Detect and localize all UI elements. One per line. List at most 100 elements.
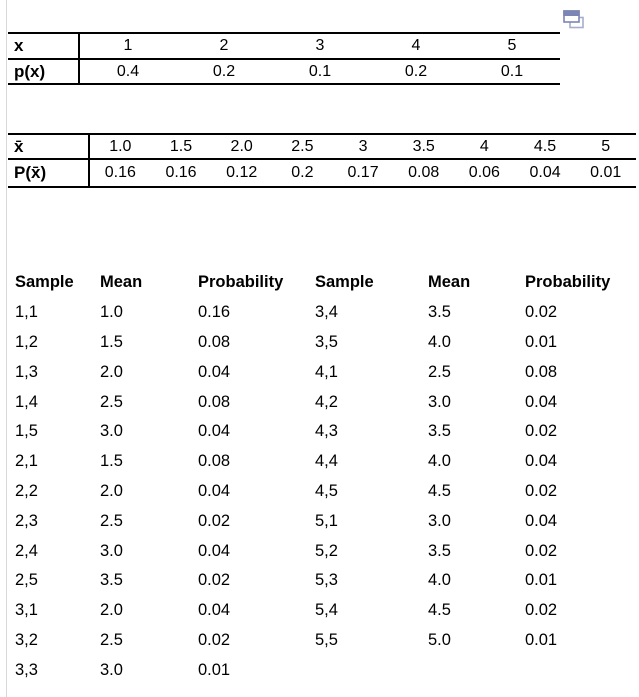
sample-cell-right: 4,3 bbox=[315, 422, 338, 441]
probability-cell-left: 0.04 bbox=[198, 541, 231, 560]
sample-table-header-cell: Mean bbox=[100, 273, 143, 292]
px-values: 0.4 0.2 0.1 0.2 0.1 bbox=[80, 60, 560, 83]
probability-cell-right: 0.04 bbox=[525, 511, 558, 530]
sample-cell-left: 2,2 bbox=[15, 481, 38, 500]
probability-cell-left: 0.04 bbox=[198, 362, 231, 381]
x-row: x 1 2 3 4 5 bbox=[8, 34, 560, 60]
pxbar-values: 0.16 0.16 0.12 0.2 0.17 0.08 0.06 0.04 0.01 bbox=[90, 160, 636, 186]
probability-cell-left: 0.16 bbox=[198, 303, 231, 322]
probability-cell-left: 0.01 bbox=[198, 660, 231, 679]
px-value-cell: 0.1 bbox=[500, 62, 524, 80]
sample-table-header-cell: Sample bbox=[315, 273, 374, 292]
probability-cell-left: 0.02 bbox=[198, 511, 231, 530]
sample-cell-left: 1,1 bbox=[15, 303, 38, 322]
xbar-value-cell: 3 bbox=[358, 137, 368, 155]
xbar-row: x̄ 1.0 1.5 2.0 2.5 3 3.5 4 4.5 5 bbox=[8, 135, 636, 160]
sample-cell-left: 3,3 bbox=[15, 660, 38, 679]
probability-cell-left: 0.02 bbox=[198, 630, 231, 649]
copy-image-icon[interactable] bbox=[562, 9, 586, 31]
xbar-value-cell: 3.5 bbox=[412, 137, 435, 155]
sample-cell-right: 4,1 bbox=[315, 362, 338, 381]
probability-cell-right: 0.01 bbox=[525, 332, 558, 351]
sample-cell-left: 2,3 bbox=[15, 511, 38, 530]
px-value-cell: 0.1 bbox=[308, 62, 332, 80]
population-distribution-table: x 1 2 3 4 5 p(x) 0.4 0.2 0.1 0.2 0.1 bbox=[8, 32, 560, 85]
x-value-cell: 1 bbox=[123, 37, 133, 54]
sample-table-row: 3,2 2.5 0.02 5,5 5.0 0.01 bbox=[15, 626, 637, 656]
sample-table-row: 2,4 3.0 0.04 5,2 3.5 0.02 bbox=[15, 536, 637, 566]
sample-cell-left: 3,2 bbox=[15, 630, 38, 649]
mean-cell-left: 2.5 bbox=[100, 630, 123, 649]
probability-cell-right: 0.04 bbox=[525, 392, 558, 411]
mean-cell-left: 1.5 bbox=[100, 452, 123, 471]
px-value-cell: 0.4 bbox=[116, 62, 140, 80]
mean-cell-right: 4.0 bbox=[428, 332, 451, 351]
xbar-value-cell: 4 bbox=[479, 137, 489, 155]
sample-cell-right: 5,2 bbox=[315, 541, 338, 560]
sample-table-row: 3,3 3.0 0.01 bbox=[15, 655, 637, 685]
mean-cell-right: 3.0 bbox=[428, 392, 451, 411]
x-value-cell: 4 bbox=[411, 37, 421, 54]
probability-cell-right: 0.04 bbox=[525, 452, 558, 471]
probability-cell-left: 0.02 bbox=[198, 571, 231, 590]
sample-table-row: 1,4 2.5 0.08 4,2 3.0 0.04 bbox=[15, 387, 637, 417]
xbar-values: 1.0 1.5 2.0 2.5 3 3.5 4 4.5 5 bbox=[90, 135, 636, 158]
sample-table-row: 3,1 2.0 0.04 5,4 4.5 0.02 bbox=[15, 596, 637, 626]
x-value-cell: 5 bbox=[507, 37, 517, 54]
mean-cell-right: 3.5 bbox=[428, 541, 451, 560]
xbar-value-cell: 2.0 bbox=[230, 137, 253, 155]
x-value-cell: 2 bbox=[219, 37, 229, 54]
sample-table-row: 1,2 1.5 0.08 3,5 4.0 0.01 bbox=[15, 328, 637, 358]
sample-cell-right: 3,5 bbox=[315, 332, 338, 351]
copy-pages-icon-glyph bbox=[563, 10, 584, 29]
sample-table-row: 1,3 2.0 0.04 4,1 2.5 0.08 bbox=[15, 357, 637, 387]
probability-cell-right: 0.08 bbox=[525, 362, 558, 381]
mean-cell-right: 3.5 bbox=[428, 422, 451, 441]
mean-cell-left: 3.0 bbox=[100, 541, 123, 560]
sample-table-row: 1,5 3.0 0.04 4,3 3.5 0.02 bbox=[15, 417, 637, 447]
px-value-cell: 0.2 bbox=[212, 62, 236, 80]
xbar-value-cell: 1.0 bbox=[109, 137, 132, 155]
probability-cell-left: 0.08 bbox=[198, 332, 231, 351]
probability-cell-right: 0.02 bbox=[525, 601, 558, 620]
probability-cell-left: 0.04 bbox=[198, 481, 231, 500]
sample-cell-left: 1,3 bbox=[15, 362, 38, 381]
sampling-distribution-table: x̄ 1.0 1.5 2.0 2.5 3 3.5 4 4.5 5 P(x̄) 0.16 0.16 0… bbox=[8, 133, 636, 188]
mean-cell-left: 2.5 bbox=[100, 392, 123, 411]
probability-cell-right: 0.01 bbox=[525, 630, 558, 649]
sample-table-body: 1,1 1.0 0.16 3,4 3.5 0.02 1,2 1.5 0.08 3… bbox=[15, 298, 637, 685]
x-values: 1 2 3 4 5 bbox=[80, 34, 560, 58]
sample-cell-left: 3,1 bbox=[15, 601, 38, 620]
pxbar-value-cell: 0.04 bbox=[529, 164, 561, 181]
mean-cell-left: 3.0 bbox=[100, 660, 123, 679]
mean-cell-left: 2.0 bbox=[100, 481, 123, 500]
xbar-row-label: x̄ bbox=[8, 135, 90, 158]
mean-cell-left: 1.0 bbox=[100, 303, 123, 322]
sample-table-header-cell: Sample bbox=[15, 273, 74, 292]
sample-table-row: 1,1 1.0 0.16 3,4 3.5 0.02 bbox=[15, 298, 637, 328]
sample-cell-right: 5,1 bbox=[315, 511, 338, 530]
probability-cell-right: 0.01 bbox=[525, 571, 558, 590]
mean-cell-right: 4.0 bbox=[428, 571, 451, 590]
sample-cell-right: 5,5 bbox=[315, 630, 338, 649]
sample-table-header-cell: Probability bbox=[198, 273, 284, 292]
sample-cell-right: 4,4 bbox=[315, 452, 338, 471]
px-value-cell: 0.2 bbox=[404, 62, 428, 80]
sample-table-header-cell: Probability bbox=[525, 273, 611, 292]
x-row-label: x bbox=[8, 34, 80, 58]
sample-cell-right: 4,5 bbox=[315, 481, 338, 500]
px-row: p(x) 0.4 0.2 0.1 0.2 0.1 bbox=[8, 60, 560, 83]
pxbar-value-cell: 0.16 bbox=[104, 164, 136, 181]
mean-cell-right: 5.0 bbox=[428, 630, 451, 649]
mean-cell-left: 2.0 bbox=[100, 362, 123, 381]
sample-table-row: 2,2 2.0 0.04 4,5 4.5 0.02 bbox=[15, 477, 637, 507]
sample-cell-left: 2,1 bbox=[15, 452, 38, 471]
sample-cell-left: 1,5 bbox=[15, 422, 38, 441]
pxbar-row: P(x̄) 0.16 0.16 0.12 0.2 0.17 0.08 0.06 0.04 0.0… bbox=[8, 160, 636, 186]
probability-cell-left: 0.08 bbox=[198, 452, 231, 471]
sample-cell-left: 1,4 bbox=[15, 392, 38, 411]
mean-cell-right: 3.0 bbox=[428, 511, 451, 530]
xbar-value-cell: 1.5 bbox=[169, 137, 193, 155]
sample-table-header-cell: Mean bbox=[428, 273, 471, 292]
probability-cell-right: 0.02 bbox=[525, 422, 558, 441]
